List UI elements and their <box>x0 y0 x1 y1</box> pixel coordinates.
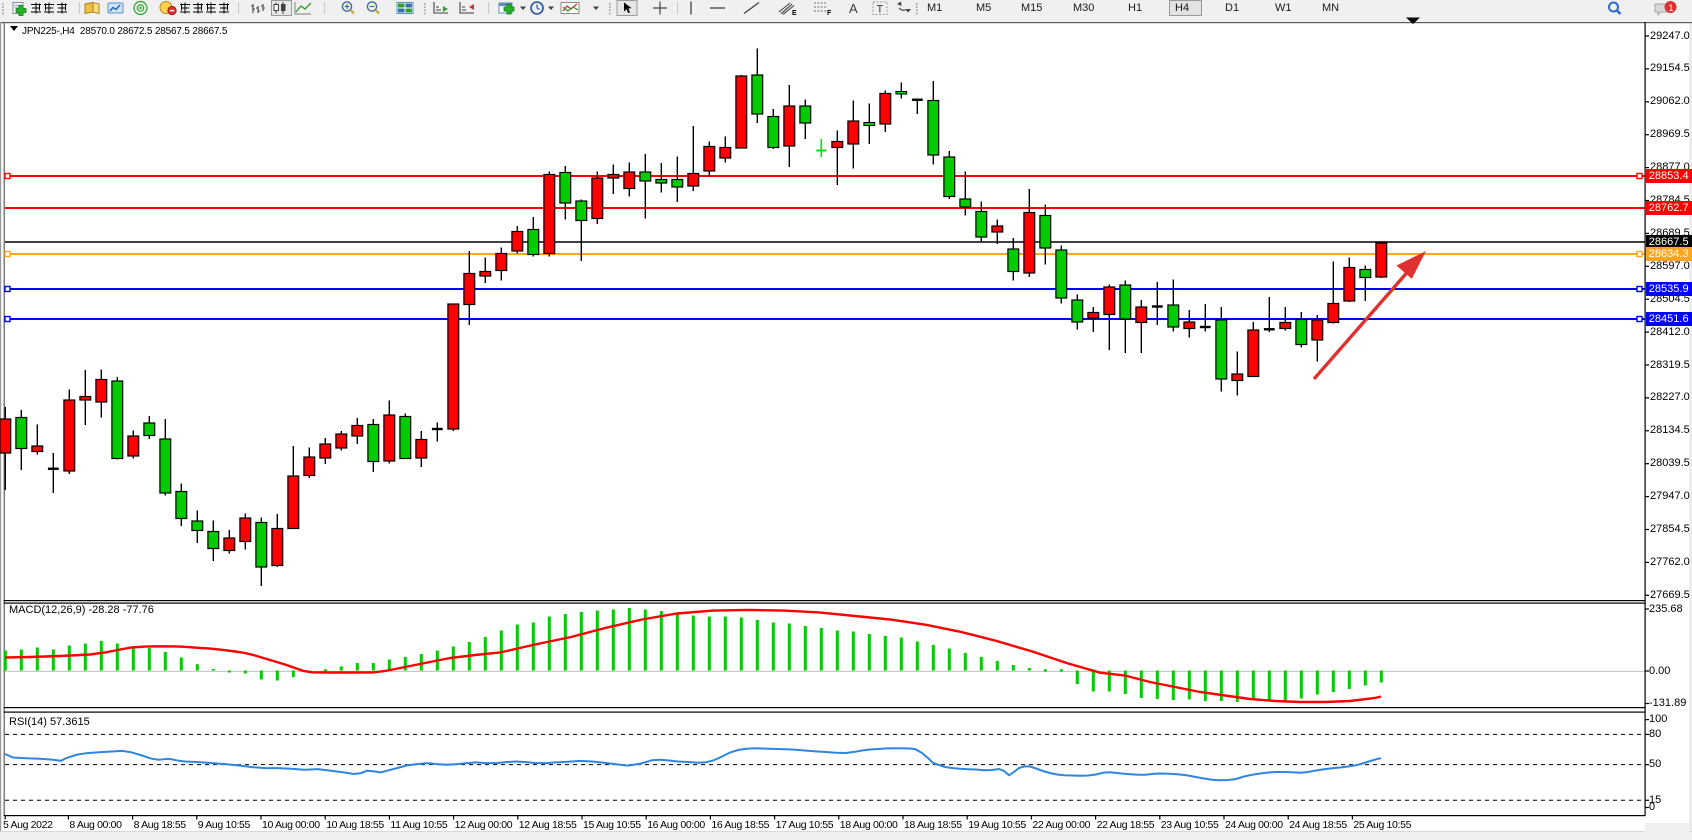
svg-text:A: A <box>849 1 858 16</box>
svg-text:F: F <box>827 10 832 17</box>
svg-text:E: E <box>792 10 797 17</box>
svg-text:T: T <box>877 4 884 16</box>
svg-text:1: 1 <box>1669 3 1674 13</box>
